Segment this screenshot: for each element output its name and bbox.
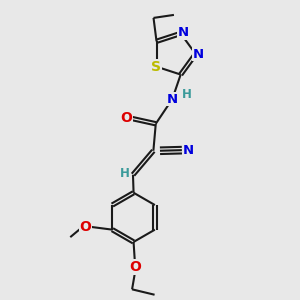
Text: N: N — [183, 144, 194, 157]
Text: O: O — [129, 260, 141, 274]
Text: S: S — [151, 60, 161, 74]
Text: N: N — [192, 47, 204, 61]
Text: O: O — [79, 220, 91, 234]
Text: O: O — [121, 111, 133, 125]
Text: N: N — [167, 93, 178, 106]
Text: H: H — [120, 167, 130, 180]
Text: N: N — [178, 26, 189, 39]
Text: H: H — [182, 88, 192, 101]
